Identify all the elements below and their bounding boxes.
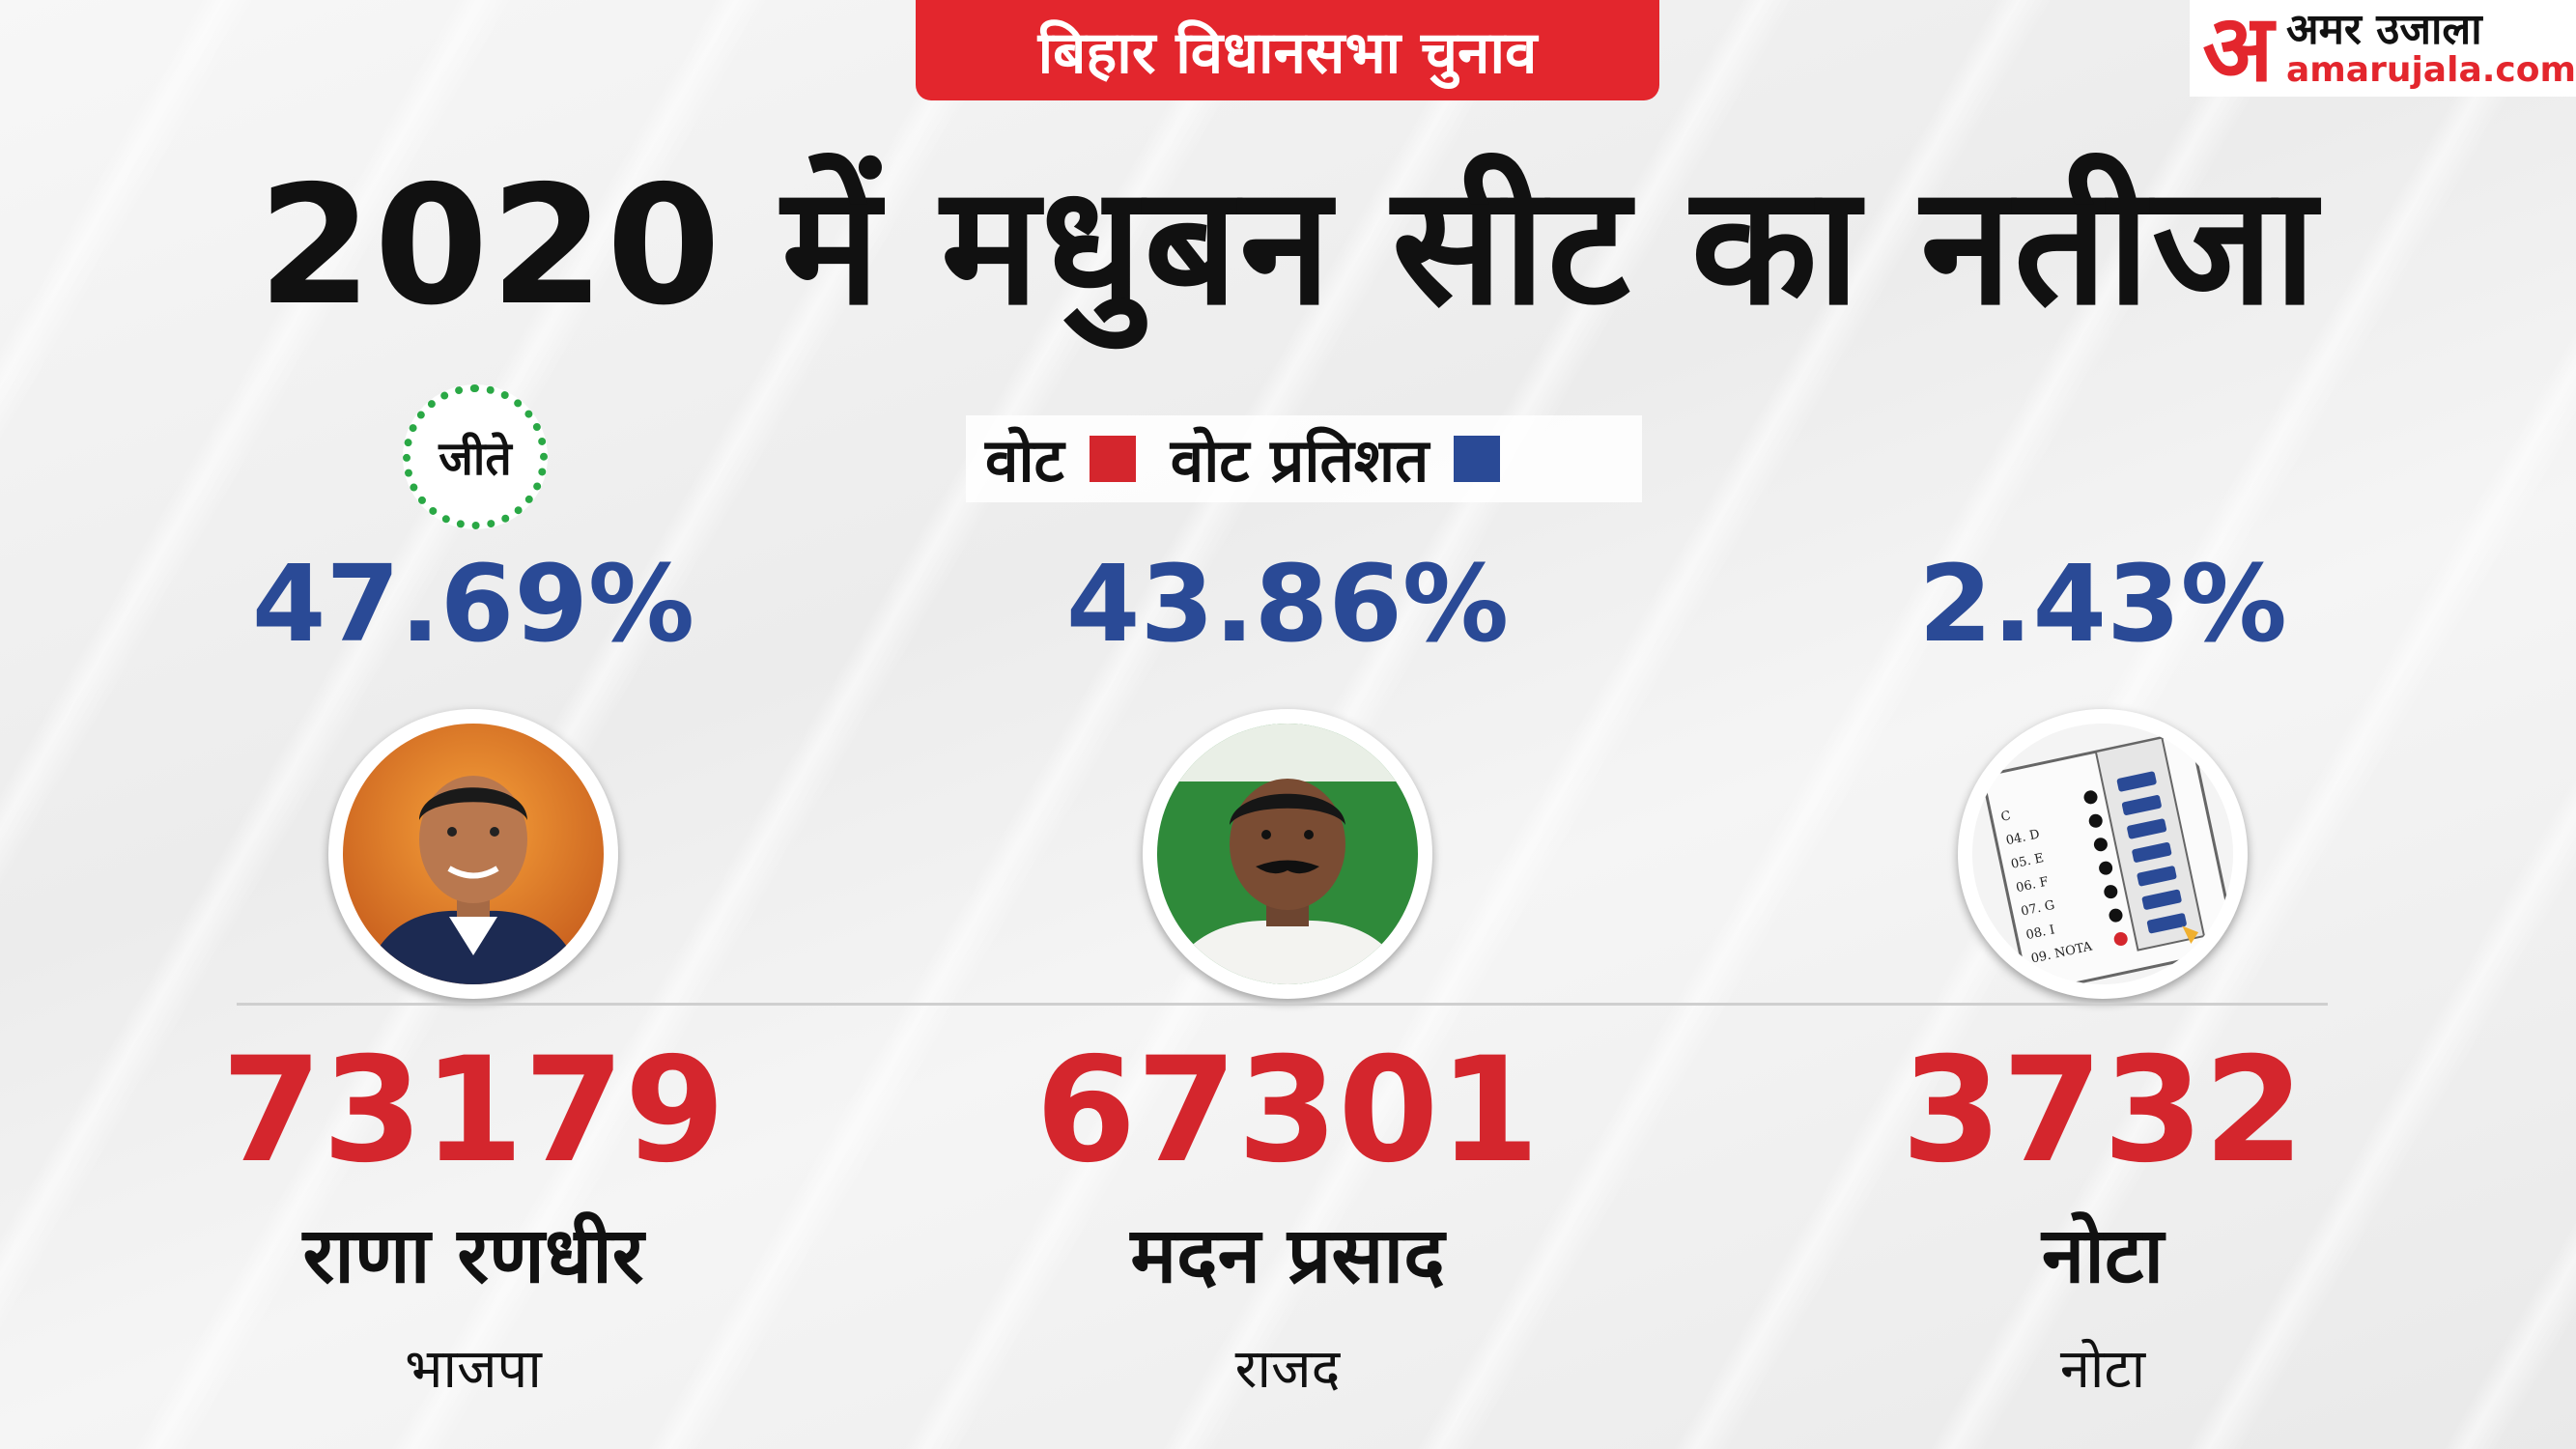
vote-percent: 43.86% [1065, 542, 1510, 666]
avatar [1143, 709, 1432, 999]
vote-count: 73179 [221, 1027, 725, 1195]
party-name: राजद [1234, 1338, 1341, 1401]
header-badge: बिहार विधानसभा चुनाव [916, 0, 1659, 100]
vote-count: 67301 [1035, 1027, 1540, 1195]
page-title: 2020 में मधुबन सीट का नतीजा [257, 151, 2319, 342]
avatar [328, 709, 618, 999]
winner-stamp: जीते [403, 384, 548, 529]
legend: वोट वोट प्रतिशत [966, 415, 1642, 502]
svg-text:08. I: 08. I [2024, 923, 2055, 943]
divider [237, 1003, 2328, 1006]
candidate-photo-icon [1157, 724, 1418, 984]
evm-icon: C 04. D 05. E 06. F 07. G 08. I 09. NOTA [1972, 724, 2233, 984]
brand-mark-icon: अ [2202, 0, 2274, 102]
legend-vote-pct-label: वोट प्रतिशत [1170, 425, 1430, 496]
vote-percent: 2.43% [1918, 542, 2287, 666]
svg-text:07. G: 07. G [2020, 898, 2056, 920]
legend-vote-swatch [1089, 436, 1136, 482]
brand-name: अमर उजाला [2285, 5, 2482, 54]
legend-pct-swatch [1454, 436, 1501, 482]
brand-url: amarujala.com [2285, 50, 2576, 91]
avatar: C 04. D 05. E 06. F 07. G 08. I 09. NOTA [1958, 709, 2248, 999]
legend-vote-label: वोट [985, 425, 1064, 496]
vote-count: 3732 [1901, 1027, 2305, 1195]
candidate-name: नोटा [2041, 1210, 2165, 1300]
svg-text:C: C [1999, 809, 2012, 825]
vote-percent: 47.69% [251, 542, 695, 666]
svg-text:05. E: 05. E [2010, 851, 2046, 872]
party-name: नोटा [2059, 1338, 2146, 1401]
candidate-photo-icon [343, 724, 604, 984]
svg-text:06. F: 06. F [2015, 875, 2050, 896]
brand-logo[interactable]: अ अमर उजाला amarujala.com [2190, 0, 2576, 97]
candidate-name: राणा रणधीर [302, 1210, 644, 1300]
candidate-column-3: 2.43% C 04. D 05. E 06. F 07. G 08. I 09… [1668, 551, 2537, 999]
party-name: भाजपा [405, 1338, 542, 1401]
winner-label: जीते [439, 431, 512, 486]
candidate-name: मदन प्रसाद [1130, 1210, 1445, 1300]
candidate-column-1: 47.69% [39, 551, 908, 999]
candidate-column-2: 43.86% [853, 551, 1722, 999]
svg-text:04. D: 04. D [2005, 827, 2042, 848]
